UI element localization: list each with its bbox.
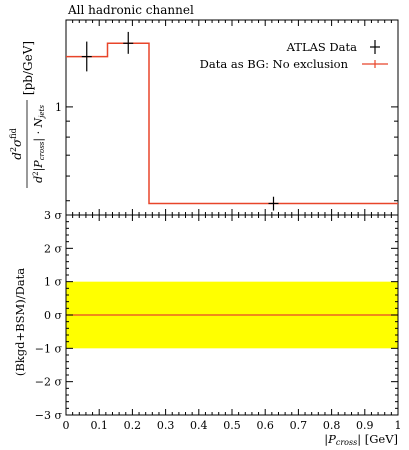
legend-marker-data-as-bg [362,60,388,68]
x-tick-label: 0.2 [124,419,142,432]
x-tick-label: 0.6 [256,419,274,432]
ratio-y-tick-label: 0 σ [44,309,62,322]
main-panel: 1 ATLAS Data Data as BG: No exclusion d2… [9,19,399,216]
x-tick-label: 0.4 [190,419,208,432]
ratio-y-tick-labels: −3 σ −2 σ −1 σ 0 σ 1 σ 2 σ 3 σ [35,209,63,422]
x-axis-label: |Pcross| [GeV] [324,432,398,447]
main-y-tick-label: 1 [55,101,62,114]
legend-marker-atlas-data [370,40,380,54]
x-tick-label: 0.3 [157,419,175,432]
x-tick-labels: 0 0.1 0.2 0.3 0.4 0.5 0.6 0.7 0.8 0.9 1 [63,419,402,432]
x-tick-label: 0.8 [323,419,341,432]
x-tick-label: 1 [395,419,402,432]
ratio-y-tick-label: 3 σ [44,209,62,222]
y-label-denominator: d2|Pcross| · Njets [32,105,46,183]
ratio-y-axis-label: (Bkgd+BSM)/Data [13,268,27,376]
legend-label-atlas-data: ATLAS Data [286,40,358,54]
main-series-layer [66,31,398,211]
chart-title: All hadronic channel [67,3,194,17]
x-axis-unit: [GeV] [365,432,398,446]
ratio-y-tick-label: −3 σ [35,409,63,422]
legend-label-data-as-bg: Data as BG: No exclusion [200,57,349,71]
y-label-numerator: d2σfid [9,128,24,159]
x-tick-label: 0.1 [90,419,108,432]
x-tick-label: 0.7 [290,419,308,432]
x-tick-label: 0.9 [356,419,374,432]
ratio-panel: −3 σ −2 σ −1 σ 0 σ 1 σ 2 σ 3 σ 0 0.1 0.2 0.3 0.4 0.… [13,209,402,447]
ratio-tick-marks [65,214,399,416]
legend: ATLAS Data Data as BG: No exclusion [200,40,388,71]
x-tick-label: 0.5 [223,419,241,432]
main-y-axis-label: d2σfid d2|Pcross| · Njets [pb/GeV] [9,41,46,188]
ratio-y-tick-label: −1 σ [35,342,63,355]
ratio-y-tick-label: 2 σ [44,242,62,255]
ratio-y-tick-label: 1 σ [44,276,62,289]
ratio-y-tick-label: −2 σ [35,376,63,389]
main-y-tick-labels: 1 [55,101,62,114]
x-tick-label: 0 [63,419,70,432]
y-label-unit: [pb/GeV] [21,41,35,95]
